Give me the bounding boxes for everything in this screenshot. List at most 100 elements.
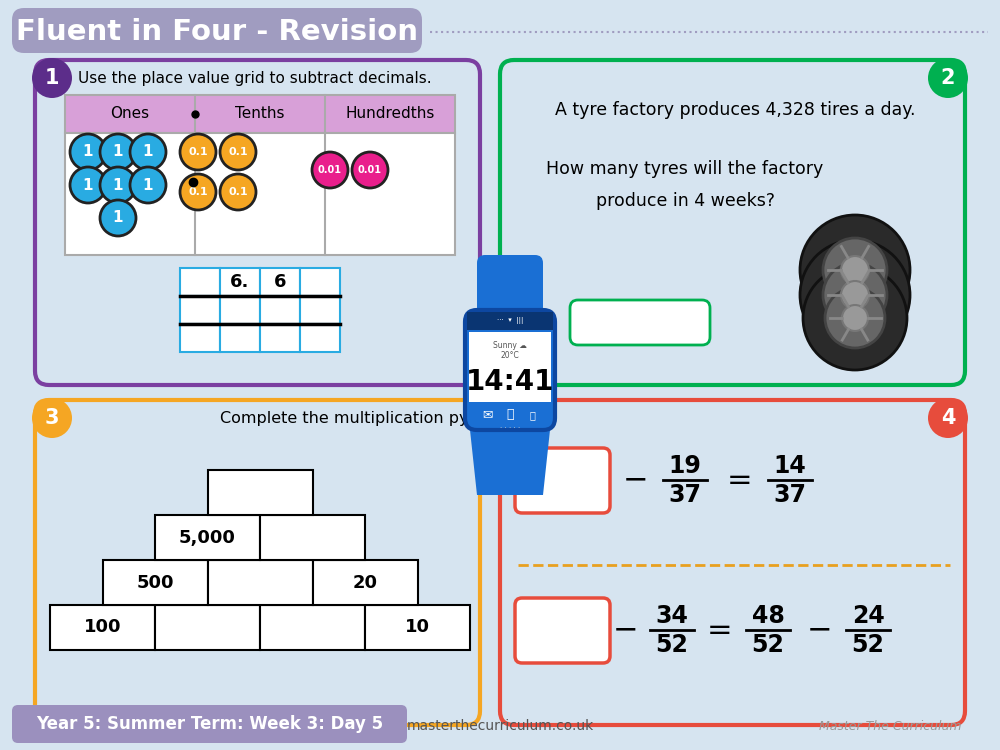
Bar (50, 605, 155, 650)
Bar (365, 605, 470, 650)
Bar (180, 296, 220, 324)
Bar (469, 332, 551, 402)
FancyBboxPatch shape (12, 8, 422, 53)
Text: A tyre factory produces 4,328 tires a day.: A tyre factory produces 4,328 tires a da… (555, 101, 915, 119)
Bar (300, 268, 340, 296)
Text: How many tyres will the factory
produce in 4 weeks?: How many tyres will the factory produce … (546, 160, 824, 210)
Circle shape (842, 305, 868, 331)
Bar (155, 605, 260, 650)
Text: 48: 48 (752, 604, 784, 628)
Circle shape (352, 152, 388, 188)
Text: 37: 37 (774, 483, 806, 507)
Circle shape (70, 134, 106, 170)
Circle shape (803, 266, 907, 370)
Bar (65, 95, 455, 133)
Bar (220, 296, 260, 324)
Text: 14:41: 14:41 (466, 368, 554, 396)
Text: Hundredths: Hundredths (345, 106, 435, 122)
Circle shape (100, 134, 136, 170)
Text: 1: 1 (143, 145, 153, 160)
Bar (155, 515, 260, 560)
Text: 👤: 👤 (530, 410, 535, 420)
Text: 1: 1 (113, 145, 123, 160)
Text: 52: 52 (656, 633, 688, 657)
Bar (467, 312, 553, 330)
FancyBboxPatch shape (12, 705, 407, 743)
Bar (208, 470, 312, 515)
Polygon shape (470, 430, 550, 495)
Circle shape (825, 288, 885, 348)
Bar (103, 560, 208, 605)
Bar (220, 268, 260, 296)
Text: −: − (612, 616, 638, 644)
FancyBboxPatch shape (35, 60, 480, 385)
Text: 0.01: 0.01 (318, 165, 342, 175)
FancyBboxPatch shape (515, 448, 610, 513)
Circle shape (841, 256, 869, 284)
FancyBboxPatch shape (500, 60, 965, 385)
Text: −: − (807, 616, 833, 644)
Text: Ones: Ones (110, 106, 150, 122)
Bar (300, 296, 340, 324)
FancyBboxPatch shape (35, 400, 480, 725)
Bar (65, 133, 455, 255)
Text: 3: 3 (45, 408, 59, 428)
Text: 52: 52 (852, 633, 884, 657)
Text: 1: 1 (83, 145, 93, 160)
Text: 6: 6 (274, 273, 286, 291)
Text: 19: 19 (669, 454, 701, 478)
Text: Use the place value grid to subtract decimals.: Use the place value grid to subtract dec… (78, 70, 432, 86)
Text: 1: 1 (113, 178, 123, 193)
Bar (260, 268, 300, 296)
Text: Year 5: Summer Term: Week 3: Day 5: Year 5: Summer Term: Week 3: Day 5 (36, 715, 384, 733)
Text: Sunny ☁: Sunny ☁ (493, 341, 527, 350)
Text: 500: 500 (136, 574, 174, 592)
Text: ✉: ✉ (482, 409, 493, 422)
Text: 0.01: 0.01 (358, 165, 382, 175)
Circle shape (823, 263, 887, 327)
Circle shape (180, 174, 216, 210)
Text: Tenths: Tenths (235, 106, 285, 122)
Text: 1: 1 (143, 178, 153, 193)
Bar (260, 296, 300, 324)
FancyBboxPatch shape (465, 310, 555, 430)
Text: 20°C: 20°C (501, 352, 519, 361)
Bar (469, 405, 551, 425)
Text: 100: 100 (84, 619, 121, 637)
Text: 6.: 6. (230, 273, 250, 291)
Circle shape (220, 174, 256, 210)
Text: Master The Curriculum: Master The Curriculum (819, 719, 961, 733)
Text: Fluent in Four - Revision: Fluent in Four - Revision (16, 18, 418, 46)
Text: 4: 4 (941, 408, 955, 428)
Text: −: − (622, 466, 648, 494)
Text: 5,000: 5,000 (179, 529, 236, 547)
Circle shape (312, 152, 348, 188)
Circle shape (130, 167, 166, 203)
Text: 2: 2 (941, 68, 955, 88)
Bar (208, 560, 312, 605)
Text: =: = (727, 466, 753, 494)
Text: 14: 14 (774, 454, 806, 478)
Circle shape (823, 238, 887, 302)
Circle shape (220, 134, 256, 170)
Text: 24: 24 (852, 604, 884, 628)
FancyBboxPatch shape (515, 598, 610, 663)
Text: masterthecurriculum.co.uk: masterthecurriculum.co.uk (406, 719, 594, 733)
Circle shape (800, 240, 910, 350)
Text: 37: 37 (668, 483, 702, 507)
Text: · · · · ·: · · · · · (500, 425, 520, 431)
Bar (260, 605, 365, 650)
Text: 0.1: 0.1 (228, 187, 248, 197)
Circle shape (70, 167, 106, 203)
Bar (180, 324, 220, 352)
Text: 34: 34 (656, 604, 688, 628)
Circle shape (800, 215, 910, 325)
Bar (260, 324, 300, 352)
Text: ⌕: ⌕ (506, 409, 514, 422)
FancyBboxPatch shape (477, 255, 543, 315)
Circle shape (130, 134, 166, 170)
Bar (180, 268, 220, 296)
Text: 0.1: 0.1 (228, 147, 248, 157)
Bar (220, 324, 260, 352)
Text: 0.1: 0.1 (188, 147, 208, 157)
